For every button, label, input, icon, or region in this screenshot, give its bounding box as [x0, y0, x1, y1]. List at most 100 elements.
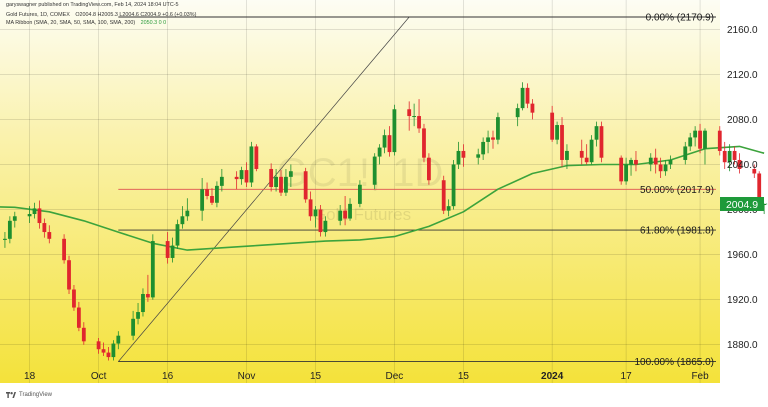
candle [476, 148, 481, 165]
candle [451, 159, 456, 210]
candle-body [67, 260, 71, 290]
candle [279, 170, 283, 197]
price-tick-label: 2120.0 [727, 70, 758, 81]
candle-body [555, 125, 559, 140]
candle [589, 135, 594, 165]
candle-body [116, 335, 121, 344]
candle-body [693, 130, 698, 138]
candle-body [658, 164, 663, 172]
candle-body [762, 204, 767, 206]
price-tick-label: 2040.0 [727, 160, 758, 171]
candle-body [732, 150, 737, 160]
price-tick-label: 1920.0 [727, 295, 758, 306]
candle-body [141, 294, 145, 313]
candle-body [81, 327, 86, 342]
candle-body [205, 189, 209, 197]
candle [3, 232, 7, 248]
candle [555, 121, 559, 145]
legend-ma-name: MA Ribbon (SMA, 20, SMA, 50, SMA, 100, S… [6, 20, 136, 26]
candle [254, 144, 259, 172]
candle [648, 153, 653, 172]
candle-body [146, 294, 150, 298]
candle-body [737, 159, 742, 169]
price-tick-label: 1960.0 [727, 250, 758, 261]
candle [67, 255, 71, 295]
candle [76, 301, 81, 332]
candle [417, 99, 421, 133]
candle-body [318, 209, 323, 233]
candle [461, 144, 466, 167]
candle [629, 157, 633, 176]
candle-body [3, 238, 7, 240]
candle [619, 155, 624, 185]
candle-body [165, 241, 170, 258]
time-tick-label: 17 [621, 371, 633, 382]
candle-body [106, 352, 111, 358]
candle [737, 153, 742, 174]
candle [249, 141, 254, 187]
candle-body [594, 126, 599, 140]
candle [530, 99, 535, 120]
candle [599, 121, 604, 163]
candle [318, 205, 323, 237]
candle-body [688, 137, 693, 147]
candle-body [323, 220, 328, 233]
candle-body [412, 116, 417, 118]
candle-body [584, 157, 589, 163]
candle [422, 123, 426, 163]
candles [3, 82, 767, 361]
candle-body [648, 157, 653, 165]
candle-body [727, 150, 732, 163]
fibonacci-retracement[interactable]: 0.00% (2170.9) 50.00% (2017.9) 61.80% (198… [118, 13, 716, 369]
candle [496, 112, 500, 145]
time-tick-label: Feb [691, 371, 709, 382]
candle-body [392, 109, 397, 153]
candle-body [308, 199, 313, 217]
candle [624, 157, 629, 185]
legend-symbol: Gold Futures, 1D, COMEX [6, 12, 70, 18]
legend-symbol-row[interactable]: Gold Futures, 1D, COMEX O2004.8 H2005.3 … [6, 12, 200, 18]
candle [732, 146, 737, 165]
candle [170, 237, 175, 263]
candle-body [7, 220, 12, 239]
candle [141, 288, 145, 317]
candle [101, 342, 106, 356]
candle [427, 153, 431, 185]
grid [0, 0, 720, 383]
time-tick-label: 16 [162, 371, 174, 382]
candle-body [244, 170, 249, 183]
candle-body [515, 108, 520, 118]
candle-body [32, 208, 37, 215]
candle [239, 166, 244, 185]
candle-body [565, 150, 569, 160]
candle [42, 218, 47, 238]
legend-ma-row[interactable]: MA Ribbon (SMA, 20, SMA, 50, SMA, 100, S… [6, 20, 170, 26]
candle [175, 219, 180, 249]
candle [12, 211, 17, 228]
candle-body [619, 157, 624, 182]
candle [688, 132, 693, 151]
legend-ma-values: 2050.3 0 0 [140, 20, 167, 26]
candle-body [269, 168, 274, 187]
candle-body [72, 289, 76, 308]
candle-body [180, 216, 185, 225]
tradingview-logo[interactable]: TradingView [6, 392, 52, 398]
candle-body [284, 176, 288, 193]
publish-line: garyswagner published on TradingView.com… [6, 2, 183, 8]
candle-body [234, 176, 239, 180]
tradingview-logo-text: TradingView [19, 392, 53, 398]
candle-body [663, 164, 668, 172]
candle-body [338, 210, 343, 221]
candle [37, 200, 42, 229]
candle-body [441, 180, 446, 211]
legend-ohlc: O2004.8 H2005.3 L2004.6 C2004.9 +0.6 (+0… [75, 12, 197, 18]
price-tick-label: 1880.0 [727, 340, 758, 351]
candle-body [446, 206, 451, 211]
candle-body [288, 171, 293, 177]
candle-body [525, 87, 530, 104]
candle-body [560, 125, 564, 160]
candle-body [382, 135, 387, 148]
candle [520, 82, 525, 111]
